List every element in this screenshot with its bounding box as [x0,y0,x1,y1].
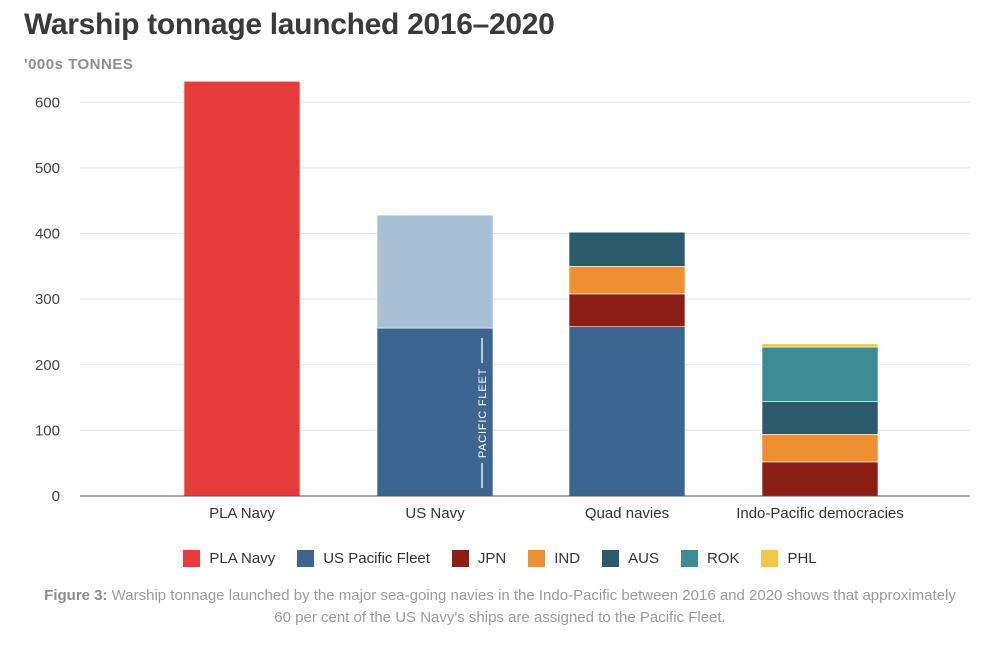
legend-item: ROK [681,550,740,567]
x-tick-label-indo-pacific-democracies: Indo-Pacific democracies [736,505,904,522]
bar-us-navy-us-navy-other [377,215,493,328]
bar-indo-pacific-democracies-aus [762,402,878,435]
bar-quad-navies-aus [569,232,685,266]
bar-indo-pacific-democracies-jpn [762,462,878,496]
legend-item: JPN [452,550,506,567]
legend-swatch [681,550,698,567]
legend-label: PHL [787,550,816,567]
legend-item: PLA Navy [183,550,275,567]
y-tick-label-0: 0 [52,488,60,505]
legend-item: AUS [602,550,659,567]
y-tick-label-500: 500 [35,160,60,177]
chart-legend: PLA Navy US Pacific Fleet JPN IND AUS ROK PHL [0,550,1000,567]
legend-label: PLA Navy [209,550,275,567]
bar-indo-pacific-democracies-rok [762,347,878,401]
legend-label: JPN [478,550,506,567]
figure-caption-text: Warship tonnage launched by the major se… [108,587,956,626]
legend-swatch [297,550,314,567]
legend-label: IND [554,550,580,567]
bar-indo-pacific-democracies-ind [762,434,878,462]
legend-swatch [183,550,200,567]
figure-caption-label: Figure 3: [44,587,107,604]
y-tick-label-200: 200 [35,357,60,374]
bar-quad-navies-ind [569,266,685,294]
legend-swatch [602,550,619,567]
legend-swatch [761,550,778,567]
y-tick-label-300: 300 [35,291,60,308]
bar-us-navy-us-pacific-fleet [377,328,493,496]
bar-quad-navies-jpn [569,294,685,327]
y-tick-label-400: 400 [35,226,60,243]
x-tick-label-quad-navies: Quad navies [585,505,669,522]
y-tick-label-600: 600 [35,94,60,111]
legend-item: IND [528,550,580,567]
y-tick-label-100: 100 [35,422,60,439]
legend-item: PHL [761,550,816,567]
legend-item: US Pacific Fleet [297,550,430,567]
annotation-pacific-fleet-label: PACIFIC FLEET [477,368,489,458]
legend-label: ROK [707,550,740,567]
x-tick-label-pla-navy: PLA Navy [209,505,275,522]
figure-caption: Figure 3: Warship tonnage launched by th… [40,585,960,629]
legend-swatch [528,550,545,567]
legend-label: US Pacific Fleet [323,550,430,567]
x-tick-label-us-navy: US Navy [405,505,465,522]
legend-label: AUS [628,550,659,567]
legend-swatch [452,550,469,567]
bar-pla-navy-pla-navy [184,81,300,496]
bar-chart: 0 100 200 300 400 500 600 PLA Navy US Navy Quad n… [0,0,1000,540]
bar-quad-navies-us-pacific-fleet [569,327,685,496]
bar-indo-pacific-democracies-phl [762,344,878,347]
